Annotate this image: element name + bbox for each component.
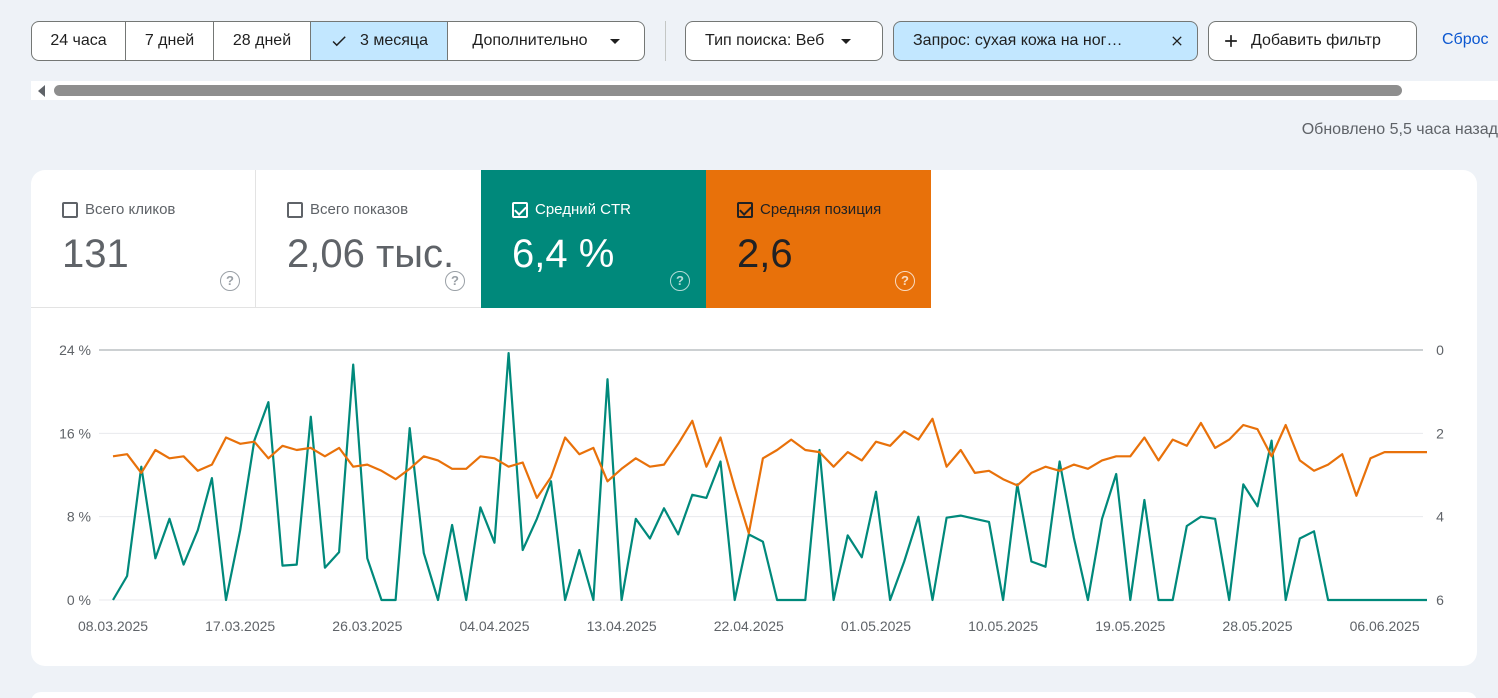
- x-tick-label: 01.05.2025: [841, 618, 911, 634]
- help-icon[interactable]: ?: [670, 271, 690, 291]
- ctr-checkbox[interactable]: [512, 202, 528, 218]
- metric-ctr-tile[interactable]: Средний CTR 6,4 % ?: [481, 170, 706, 308]
- y-left-tick-label: 24 %: [59, 342, 91, 358]
- period-3m-label: 3 месяца: [360, 32, 428, 49]
- add-filter-button[interactable]: Добавить фильтр: [1208, 21, 1417, 61]
- x-tick-label: 04.04.2025: [459, 618, 529, 634]
- chevron-down-icon: [609, 38, 620, 44]
- metric-clicks-tile[interactable]: Всего кликов 131 ?: [31, 170, 256, 308]
- help-icon[interactable]: ?: [445, 271, 465, 291]
- y-left-tick-label: 0 %: [67, 592, 91, 608]
- y-right-tick-label: 0: [1436, 342, 1444, 358]
- help-icon[interactable]: ?: [220, 271, 240, 291]
- chevron-down-icon: [841, 38, 852, 44]
- horizontal-scrollbar[interactable]: [31, 81, 1498, 100]
- metric-tabs: Всего кликов 131 ? Всего показов 2,06 ты…: [31, 170, 931, 308]
- clicks-label: Всего кликов: [85, 201, 176, 218]
- more-periods-label: Дополнительно: [472, 32, 588, 49]
- y-right-tick-label: 6: [1436, 592, 1444, 608]
- plus-icon: [1225, 35, 1237, 47]
- position-value: 2,6: [737, 232, 793, 276]
- scroll-left-arrow-icon[interactable]: [38, 85, 45, 97]
- performance-card: Всего кликов 131 ? Всего показов 2,06 ты…: [31, 170, 1477, 666]
- performance-chart[interactable]: 24 % 0 16 % 2 8 % 4 0 % 6 08.03.2025 17.03.2025 26…: [31, 170, 1477, 666]
- ctr-series-line: [112, 352, 1427, 602]
- y-left-tick-label: 8 %: [67, 509, 91, 525]
- query-filter-chip[interactable]: Запрос: сухая кожа на ног…: [893, 21, 1198, 61]
- search-type-filter[interactable]: Тип поиска: Веб: [685, 21, 883, 61]
- x-tick-label: 26.03.2025: [332, 618, 402, 634]
- metric-impressions-tile[interactable]: Всего показов 2,06 тыс. ?: [256, 170, 481, 308]
- x-tick-label: 10.05.2025: [968, 618, 1038, 634]
- impressions-value: 2,06 тыс.: [287, 232, 455, 276]
- period-28d-button[interactable]: 28 дней: [214, 22, 311, 60]
- y-right-tick-label: 2: [1436, 425, 1444, 441]
- more-periods-dropdown[interactable]: Дополнительно: [448, 22, 644, 60]
- search-type-label: Тип поиска: Веб: [705, 32, 825, 49]
- help-icon[interactable]: ?: [895, 271, 915, 291]
- query-filter-label: Запрос: сухая кожа на ног…: [913, 32, 1123, 49]
- ctr-label: Средний CTR: [535, 201, 631, 218]
- close-icon[interactable]: [1169, 33, 1185, 49]
- period-7d-button[interactable]: 7 дней: [126, 22, 214, 60]
- check-icon: [332, 36, 346, 47]
- x-tick-label: 19.05.2025: [1095, 618, 1165, 634]
- filter-divider: [665, 21, 666, 61]
- x-tick-label: 28.05.2025: [1222, 618, 1292, 634]
- last-updated-text: Обновлено 5,5 часа назад: [1301, 121, 1498, 138]
- period-3m-button[interactable]: 3 месяца: [311, 22, 448, 60]
- ctr-value: 6,4 %: [512, 232, 615, 276]
- y-right-tick-label: 4: [1436, 509, 1444, 525]
- x-tick-label: 08.03.2025: [78, 618, 148, 634]
- period-24h-button[interactable]: 24 часа: [32, 22, 126, 60]
- y-left-tick-label: 16 %: [59, 425, 91, 441]
- impressions-checkbox[interactable]: [287, 202, 303, 218]
- metric-position-tile[interactable]: Средняя позиция 2,6 ?: [706, 170, 931, 308]
- next-card-edge: [31, 692, 1477, 698]
- reset-filters-link[interactable]: Сброс: [1442, 31, 1489, 48]
- date-range-group: 24 часа 7 дней 28 дней 3 месяца Дополнит…: [31, 21, 645, 61]
- position-series-line: [112, 417, 1427, 535]
- impressions-label: Всего показов: [310, 201, 409, 218]
- x-tick-label: 13.04.2025: [587, 618, 657, 634]
- x-tick-label: 17.03.2025: [205, 618, 275, 634]
- x-tick-label: 06.06.2025: [1350, 618, 1420, 634]
- add-filter-label: Добавить фильтр: [1251, 32, 1381, 49]
- clicks-checkbox[interactable]: [62, 202, 78, 218]
- clicks-value: 131: [62, 232, 129, 276]
- position-checkbox[interactable]: [737, 202, 753, 218]
- x-tick-label: 22.04.2025: [714, 618, 784, 634]
- position-label: Средняя позиция: [760, 201, 882, 218]
- scrollbar-thumb[interactable]: [54, 85, 1402, 96]
